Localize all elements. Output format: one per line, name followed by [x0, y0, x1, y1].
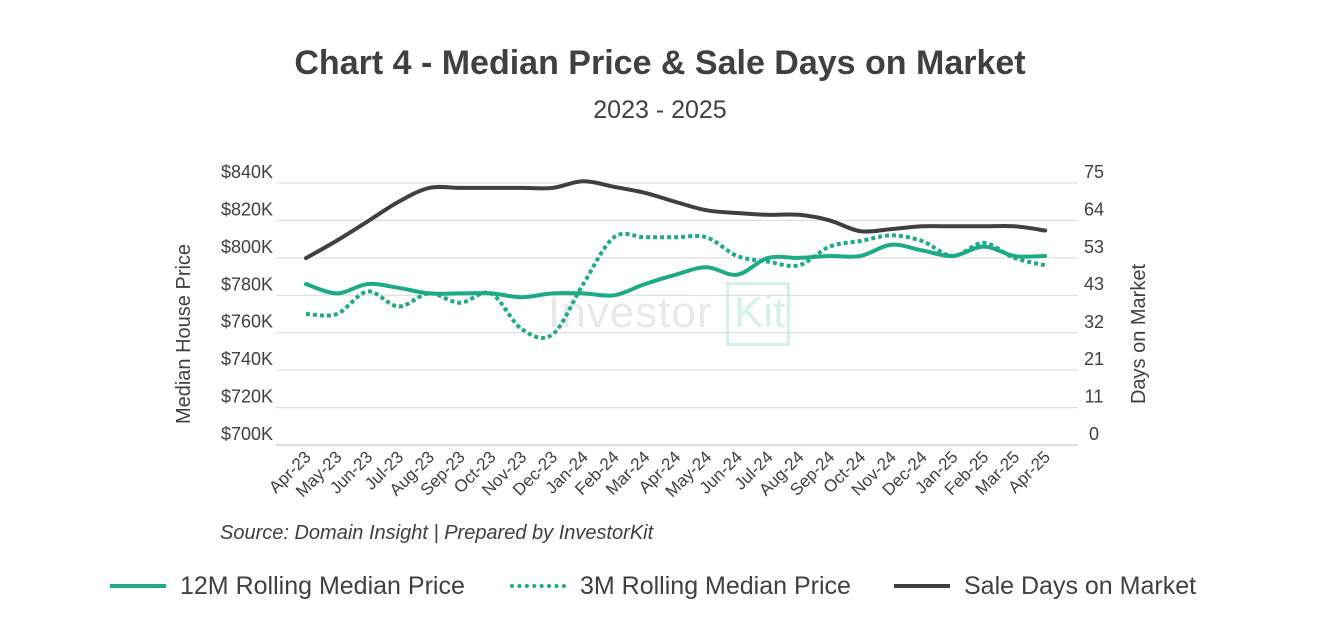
legend-item-days-on-market: Sale Days on Market: [894, 568, 1196, 604]
legend-swatch-solid-green: [110, 584, 166, 588]
legend-label: 12M Rolling Median Price: [180, 571, 465, 600]
series-line-3m-rolling-median-price: [305, 231, 1046, 340]
y-tick-label: $800K: [221, 237, 273, 257]
y-tick-label: $740K: [221, 349, 273, 369]
y2-tick-label: 32: [1084, 312, 1104, 332]
y-tick-label: $780K: [221, 274, 273, 294]
series-line-12m-rolling-median-price: [304, 242, 1048, 300]
chart-source-note: Source: Domain Insight | Prepared by Inv…: [220, 522, 654, 544]
y2-tick-label: 43: [1084, 274, 1104, 294]
y-tick-label: $840K: [221, 162, 273, 182]
legend-swatch-dotted-green: [510, 584, 566, 588]
y2-tick-label: 75: [1084, 162, 1104, 182]
legend-item-12m-rolling: 12M Rolling Median Price: [110, 568, 465, 604]
chart-title: Chart 4 - Median Price & Sale Days on Ma…: [294, 44, 1026, 82]
y2-tick-label: 53: [1084, 237, 1104, 257]
watermark-kit-text: Kit: [734, 288, 786, 337]
y-tick-label: $820K: [221, 199, 273, 219]
y-tick-label: $700K: [221, 424, 273, 444]
y2-axis-title: Days on Market: [1128, 264, 1150, 404]
y2-tick-label: 21: [1084, 349, 1104, 369]
legend-label: Sale Days on Market: [964, 571, 1197, 600]
y-tick-label: $760K: [221, 312, 273, 332]
y-tick-label: $720K: [221, 387, 273, 407]
y-axis-title: Median House Price: [173, 244, 195, 424]
legend-label: 3M Rolling Median Price: [580, 571, 851, 600]
chart-legend: 12M Rolling Median Price 3M Rolling Medi…: [0, 568, 1320, 604]
y2-tick-label: 11: [1085, 387, 1104, 407]
series-line-sale-days-on-market: [304, 179, 1048, 261]
y2-tick-label: 64: [1084, 199, 1104, 219]
y2-tick-label: 0: [1089, 424, 1099, 444]
watermark-box: [726, 282, 790, 346]
legend-item-3m-rolling: 3M Rolling Median Price: [510, 568, 851, 604]
chart-subtitle: 2023 - 2025: [593, 96, 727, 124]
legend-swatch-solid-dark: [894, 584, 950, 588]
